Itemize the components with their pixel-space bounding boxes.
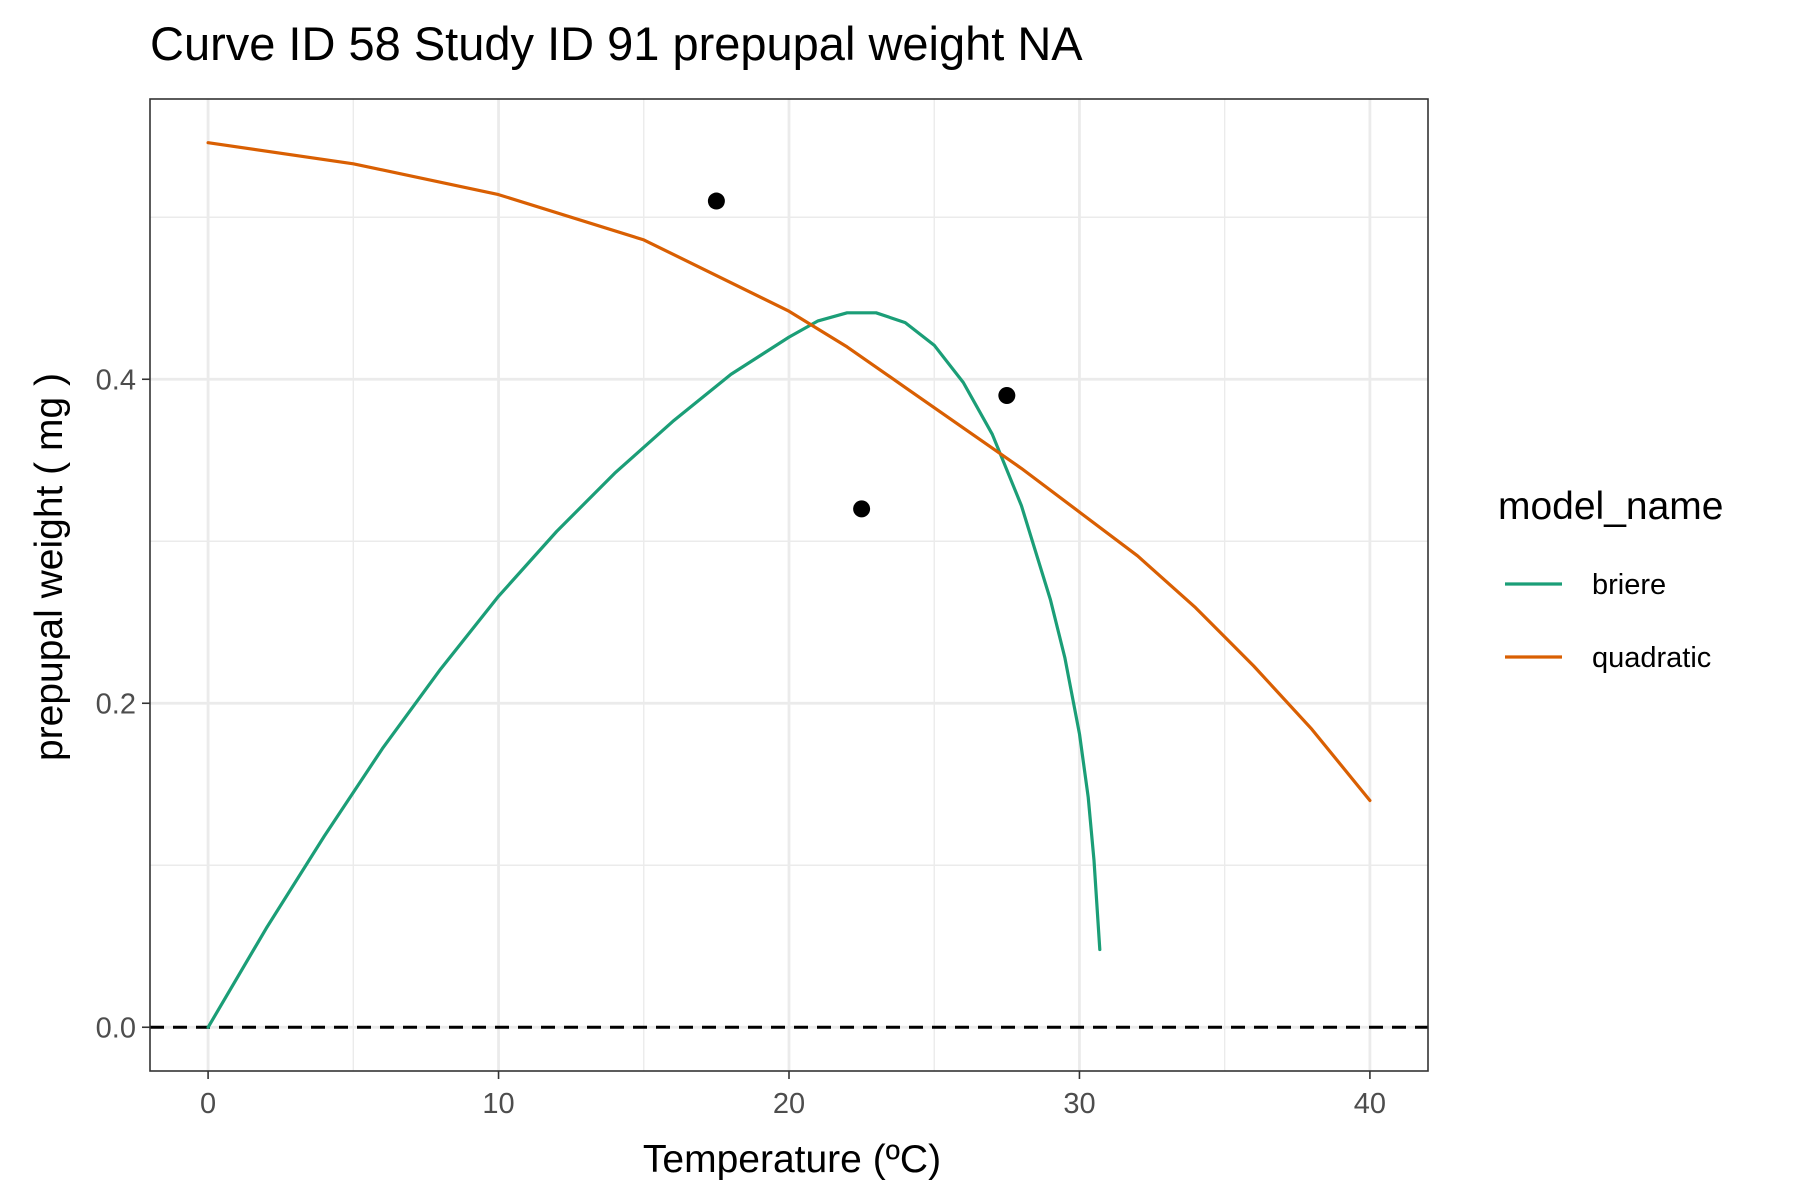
- data-point: [853, 500, 871, 518]
- x-tick-label: 20: [773, 1088, 805, 1120]
- y-axis-title: prepupal weight ( mg ): [28, 373, 71, 761]
- series-line-briere: [206, 311, 1102, 1029]
- y-tick-label: 0.0: [96, 1012, 136, 1044]
- x-tick-label: 10: [482, 1088, 514, 1120]
- x-axis-title: Temperature (ºC): [643, 1138, 941, 1181]
- data-point: [998, 386, 1016, 404]
- series-line-quadratic: [206, 141, 1372, 803]
- legend: model_name briere quadratic: [1498, 485, 1723, 674]
- data-point: [707, 192, 725, 210]
- y-tick-label: 0.4: [96, 364, 136, 396]
- legend-label-quadratic: quadratic: [1592, 642, 1711, 674]
- legend-title: model_name: [1498, 485, 1723, 528]
- x-tick-label: 30: [1063, 1088, 1095, 1120]
- x-tick-label: 40: [1354, 1088, 1386, 1120]
- chart-title: Curve ID 58 Study ID 91 prepupal weight …: [150, 17, 1083, 70]
- legend-label-briere: briere: [1592, 569, 1666, 601]
- plot-area: 0 10 20 30 40 0.0 0.2 0.4: [96, 98, 1429, 1120]
- y-tick-label: 0.2: [96, 688, 136, 720]
- x-tick-label: 0: [200, 1088, 216, 1120]
